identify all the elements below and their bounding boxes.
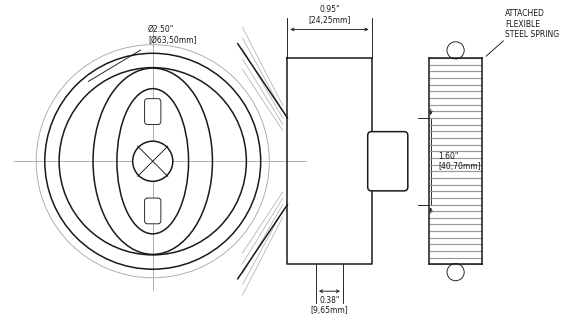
FancyBboxPatch shape (145, 99, 161, 125)
Text: 0.95"
[24,25mm]: 0.95" [24,25mm] (308, 5, 351, 25)
Text: 0.38"
[9,65mm]: 0.38" [9,65mm] (310, 296, 348, 315)
Text: ATTACHED
FLEXIBLE
STEEL SPRING: ATTACHED FLEXIBLE STEEL SPRING (505, 9, 559, 39)
FancyBboxPatch shape (367, 132, 408, 191)
FancyBboxPatch shape (145, 198, 161, 224)
Text: 1.60"
[40,70mm]: 1.60" [40,70mm] (438, 152, 481, 171)
Circle shape (132, 141, 173, 181)
Text: Ø2.50"
[Ø63,50mm]: Ø2.50" [Ø63,50mm] (148, 25, 196, 45)
